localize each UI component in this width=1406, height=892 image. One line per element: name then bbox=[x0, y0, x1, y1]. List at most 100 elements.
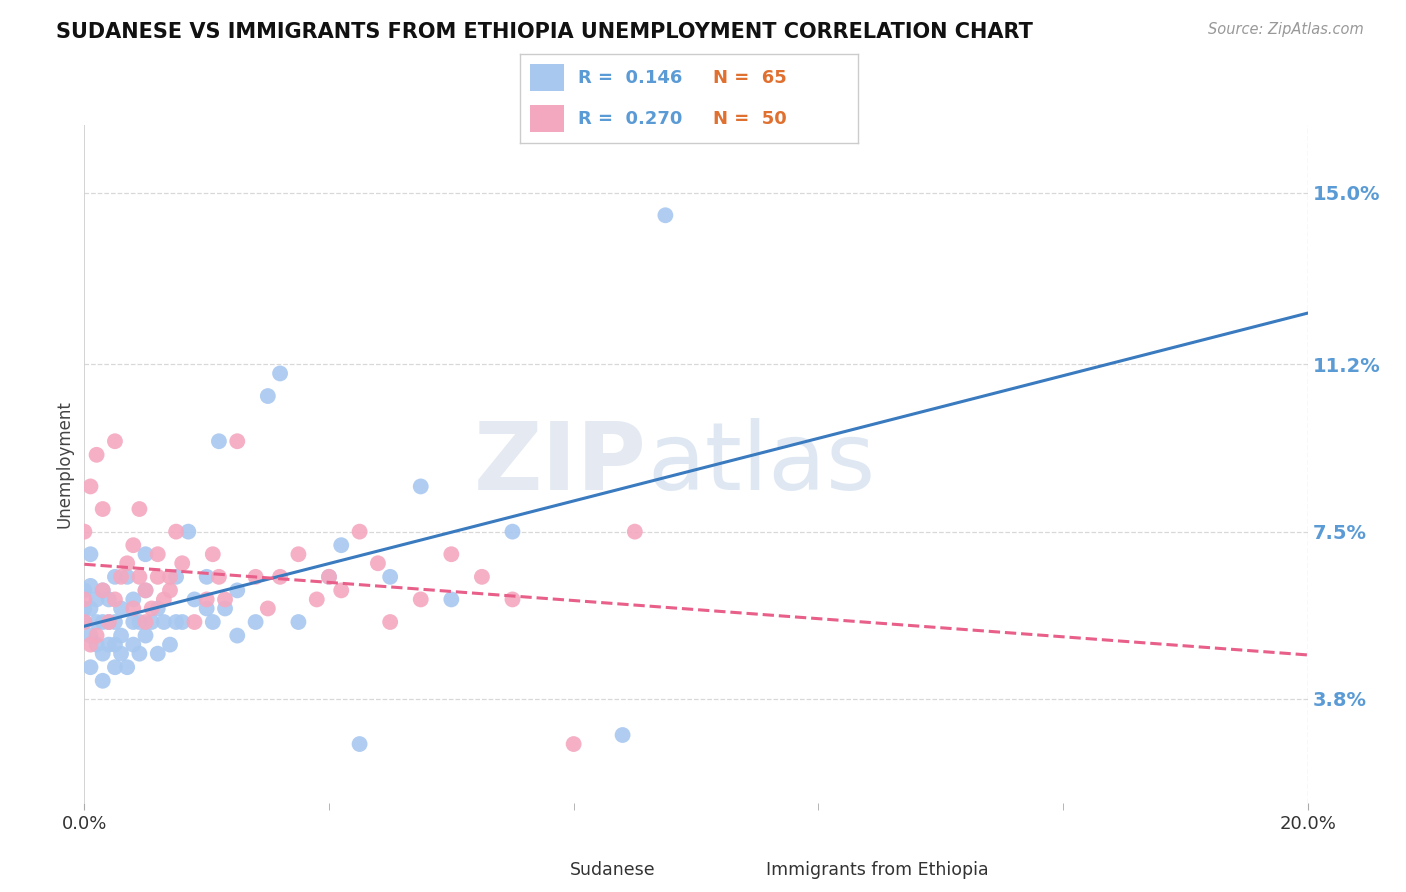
Text: Sudanese: Sudanese bbox=[569, 861, 655, 879]
Point bbox=[624, 524, 647, 539]
Point bbox=[201, 547, 224, 561]
Point bbox=[110, 601, 132, 615]
Point bbox=[409, 479, 432, 493]
Point bbox=[257, 601, 280, 615]
Point bbox=[73, 583, 96, 598]
Point bbox=[79, 601, 101, 615]
Point bbox=[165, 524, 187, 539]
Point bbox=[73, 615, 96, 629]
Point bbox=[409, 592, 432, 607]
Point bbox=[110, 647, 132, 661]
Point bbox=[104, 660, 127, 674]
Point bbox=[141, 615, 163, 629]
Point bbox=[195, 570, 218, 584]
Point bbox=[73, 601, 96, 615]
Point bbox=[86, 629, 108, 643]
Point bbox=[128, 615, 150, 629]
Point bbox=[146, 547, 169, 561]
Point bbox=[73, 592, 96, 607]
Point bbox=[104, 592, 127, 607]
Point bbox=[115, 556, 138, 570]
Point bbox=[612, 728, 634, 742]
Point bbox=[330, 538, 353, 552]
Point bbox=[287, 615, 309, 629]
Point bbox=[122, 615, 145, 629]
Point bbox=[330, 583, 353, 598]
Point bbox=[79, 479, 101, 493]
Point bbox=[226, 434, 249, 449]
Point bbox=[86, 448, 108, 462]
Point bbox=[79, 579, 101, 593]
Point bbox=[135, 583, 157, 598]
Point bbox=[269, 570, 291, 584]
Point bbox=[201, 615, 224, 629]
Point bbox=[135, 547, 157, 561]
Point bbox=[135, 629, 157, 643]
Point bbox=[104, 434, 127, 449]
Point bbox=[380, 570, 402, 584]
Point bbox=[318, 570, 340, 584]
Point bbox=[122, 592, 145, 607]
Point bbox=[104, 638, 127, 652]
Point bbox=[214, 601, 236, 615]
Point bbox=[183, 592, 205, 607]
Point bbox=[159, 570, 181, 584]
Point bbox=[208, 434, 231, 449]
Point bbox=[195, 601, 218, 615]
Point bbox=[135, 615, 157, 629]
Point bbox=[73, 615, 96, 629]
Point bbox=[141, 601, 163, 615]
Point bbox=[245, 570, 267, 584]
Point bbox=[86, 638, 108, 652]
Point bbox=[208, 570, 231, 584]
Point bbox=[97, 592, 120, 607]
Point bbox=[349, 737, 371, 751]
Text: N =  65: N = 65 bbox=[713, 69, 786, 87]
Point bbox=[97, 638, 120, 652]
Point bbox=[165, 615, 187, 629]
Text: R =  0.270: R = 0.270 bbox=[578, 110, 682, 128]
Text: Source: ZipAtlas.com: Source: ZipAtlas.com bbox=[1208, 22, 1364, 37]
Point bbox=[305, 592, 328, 607]
Point bbox=[104, 570, 127, 584]
Text: ZIP: ZIP bbox=[474, 417, 647, 510]
Point bbox=[226, 629, 249, 643]
Point bbox=[380, 615, 402, 629]
Point bbox=[165, 570, 187, 584]
Point bbox=[471, 570, 494, 584]
Point bbox=[115, 660, 138, 674]
Point bbox=[195, 592, 218, 607]
Point bbox=[122, 638, 145, 652]
Point bbox=[97, 615, 120, 629]
Point bbox=[153, 592, 176, 607]
Point bbox=[79, 629, 101, 643]
Point bbox=[86, 615, 108, 629]
Point bbox=[79, 638, 101, 652]
Point bbox=[146, 570, 169, 584]
Point bbox=[128, 570, 150, 584]
Point bbox=[135, 583, 157, 598]
Point bbox=[177, 524, 200, 539]
Point bbox=[226, 583, 249, 598]
Bar bbox=[530, 64, 564, 91]
Point bbox=[501, 592, 523, 607]
Text: R =  0.146: R = 0.146 bbox=[578, 69, 682, 87]
Point bbox=[110, 629, 132, 643]
Point bbox=[245, 615, 267, 629]
Point bbox=[91, 583, 114, 598]
Point bbox=[153, 615, 176, 629]
Text: N =  50: N = 50 bbox=[713, 110, 786, 128]
Point bbox=[183, 615, 205, 629]
Point bbox=[128, 502, 150, 516]
Point bbox=[91, 583, 114, 598]
Point bbox=[440, 547, 463, 561]
Point bbox=[110, 570, 132, 584]
Point bbox=[159, 583, 181, 598]
Point bbox=[91, 647, 114, 661]
Point bbox=[269, 367, 291, 381]
Y-axis label: Unemployment: Unemployment bbox=[55, 400, 73, 528]
Point bbox=[172, 615, 194, 629]
Point bbox=[172, 556, 194, 570]
Point bbox=[501, 524, 523, 539]
Point bbox=[91, 502, 114, 516]
